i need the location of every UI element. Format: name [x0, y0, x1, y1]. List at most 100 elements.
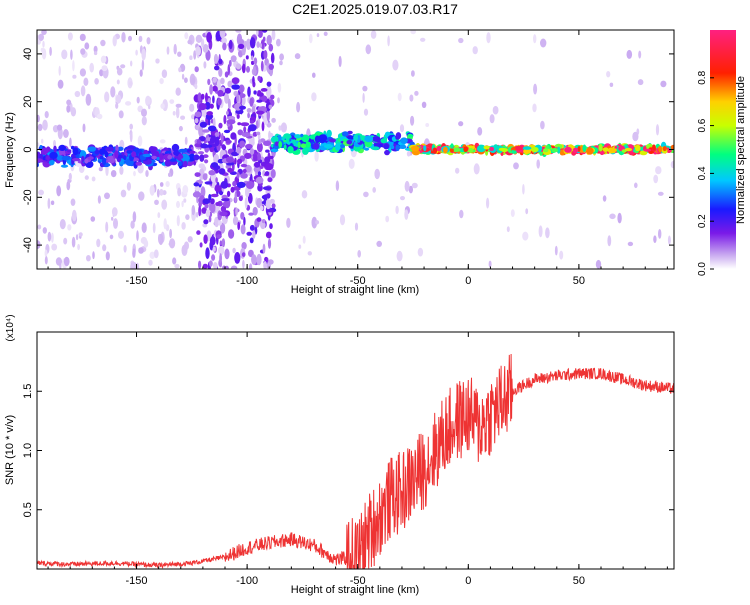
spectrogram-cell — [463, 146, 468, 153]
spectrogram-cell — [219, 253, 223, 264]
spectrogram-cell — [238, 38, 245, 45]
spectrogram-cell — [118, 110, 124, 119]
spectrogram-cell — [93, 45, 98, 54]
spectrogram-cell — [87, 156, 94, 160]
spectrogram-cell — [236, 147, 242, 154]
spectrogram-cell — [270, 94, 275, 100]
spectrogram-cell — [266, 263, 272, 269]
spectrogram-cell — [173, 43, 177, 55]
spectrogram-cell — [670, 161, 674, 169]
spectrogram-cell — [241, 242, 247, 250]
spectrogram-cell — [409, 141, 415, 146]
spectrogram-cell — [203, 219, 209, 225]
spectrogram-cell — [235, 30, 242, 33]
spectrogram-cell — [214, 132, 220, 137]
spectrogram-cell — [234, 191, 237, 203]
spectrogram-cell — [213, 53, 219, 65]
spectrogram-cell — [201, 207, 207, 214]
spectrogram-cell — [181, 244, 188, 256]
spectrogram-cell — [212, 246, 216, 252]
spectrogram-cell — [98, 167, 103, 172]
spectrogram-cell — [374, 168, 381, 180]
spectrogram-cell — [130, 261, 137, 269]
spectrogram-cell — [181, 154, 190, 162]
spectrogram-cell — [246, 108, 252, 113]
spectrogram-cell — [449, 148, 454, 153]
spectrogram-cell — [314, 150, 319, 162]
spectrogram-cell — [158, 234, 161, 243]
spectrogram-cell — [131, 151, 137, 158]
spectrogram-cell — [212, 85, 218, 92]
spectrogram-cell — [141, 108, 147, 117]
spectrogram-cell — [165, 181, 170, 187]
spectrogram-cell — [172, 257, 177, 265]
spectrogram-cell — [488, 260, 492, 268]
spectrogram-cell — [123, 245, 127, 253]
spectrogram-cell — [425, 123, 430, 127]
spectrogram-cell — [85, 93, 92, 106]
spectrogram-cell — [270, 169, 276, 179]
spectrogram-cell — [652, 144, 656, 150]
spectrogram-cell — [121, 32, 126, 43]
spectrogram-cell — [506, 226, 510, 233]
spectrogram-cell — [215, 177, 218, 184]
spectrogram-cell — [224, 87, 232, 94]
spectrogram-cell — [202, 173, 208, 181]
spectrogram-cell — [156, 156, 160, 161]
x-tick-label: -150 — [126, 575, 148, 587]
spectrogram-cell — [133, 170, 136, 177]
spectrogram-cell — [199, 121, 207, 128]
spectrogram-cell — [56, 185, 62, 197]
spectrogram-cell — [396, 250, 403, 262]
spectrogram-cell — [531, 146, 539, 153]
spectrogram-cell — [380, 138, 388, 144]
spectrogram-cell — [238, 43, 245, 50]
x-tick-label: -50 — [350, 275, 366, 287]
spectrogram-cell — [221, 144, 226, 150]
spectrogram-cell — [245, 55, 249, 60]
spectrogram-cell — [113, 218, 118, 229]
spectrogram-cell — [182, 185, 189, 195]
spectrogram-cell — [142, 153, 151, 158]
spectrogram-cell — [104, 151, 109, 158]
spectrogram-cell — [70, 198, 76, 206]
spectrogram-cell — [241, 95, 246, 106]
spectrogram-cell — [157, 212, 161, 219]
spectrogram-cell — [177, 51, 182, 57]
spectrogram-cell — [477, 127, 483, 136]
spectrogram-cell — [137, 135, 143, 147]
spectrogram-cell — [551, 148, 558, 153]
spectrogram-cell — [259, 43, 263, 48]
spectrogram-cell — [395, 132, 402, 140]
spectrogram-cell — [269, 198, 275, 204]
spectrogram-cell — [159, 78, 164, 85]
spectrogram-cell — [49, 46, 52, 57]
spectrogram-cell — [632, 131, 639, 142]
spectrogram-cell — [533, 83, 538, 95]
spectrogram-cell — [104, 91, 110, 103]
spectrogram-cell — [196, 139, 201, 145]
spectrogram-cell — [195, 211, 199, 218]
spectrogram-cell — [247, 192, 253, 204]
y-tick-label: 40 — [22, 48, 34, 60]
spectrogram-cell — [37, 114, 40, 123]
spectrogram-cell — [206, 32, 213, 43]
spectrogram-cell — [271, 203, 276, 209]
spectrogram-cell — [47, 198, 51, 209]
spectrogram-cell — [214, 185, 222, 192]
spectrogram-cell — [452, 147, 461, 152]
spectrogram-cell — [146, 37, 151, 45]
spectrogram-cell — [635, 144, 641, 152]
spectrogram-cell — [515, 145, 523, 151]
spectrogram-cell — [72, 60, 75, 72]
spectrogram-cell — [370, 30, 377, 39]
spectrogram-cell — [247, 86, 251, 98]
spectrogram-cell — [400, 196, 405, 201]
spectrogram-cell — [269, 155, 274, 160]
spectrogram-cell — [169, 238, 176, 249]
spectrogram-cell — [209, 84, 214, 95]
spectrogram-cell — [231, 77, 240, 85]
spectrogram-cell — [129, 130, 133, 143]
spectrogram-cell — [38, 189, 44, 196]
spectrogram-cell — [136, 230, 139, 242]
